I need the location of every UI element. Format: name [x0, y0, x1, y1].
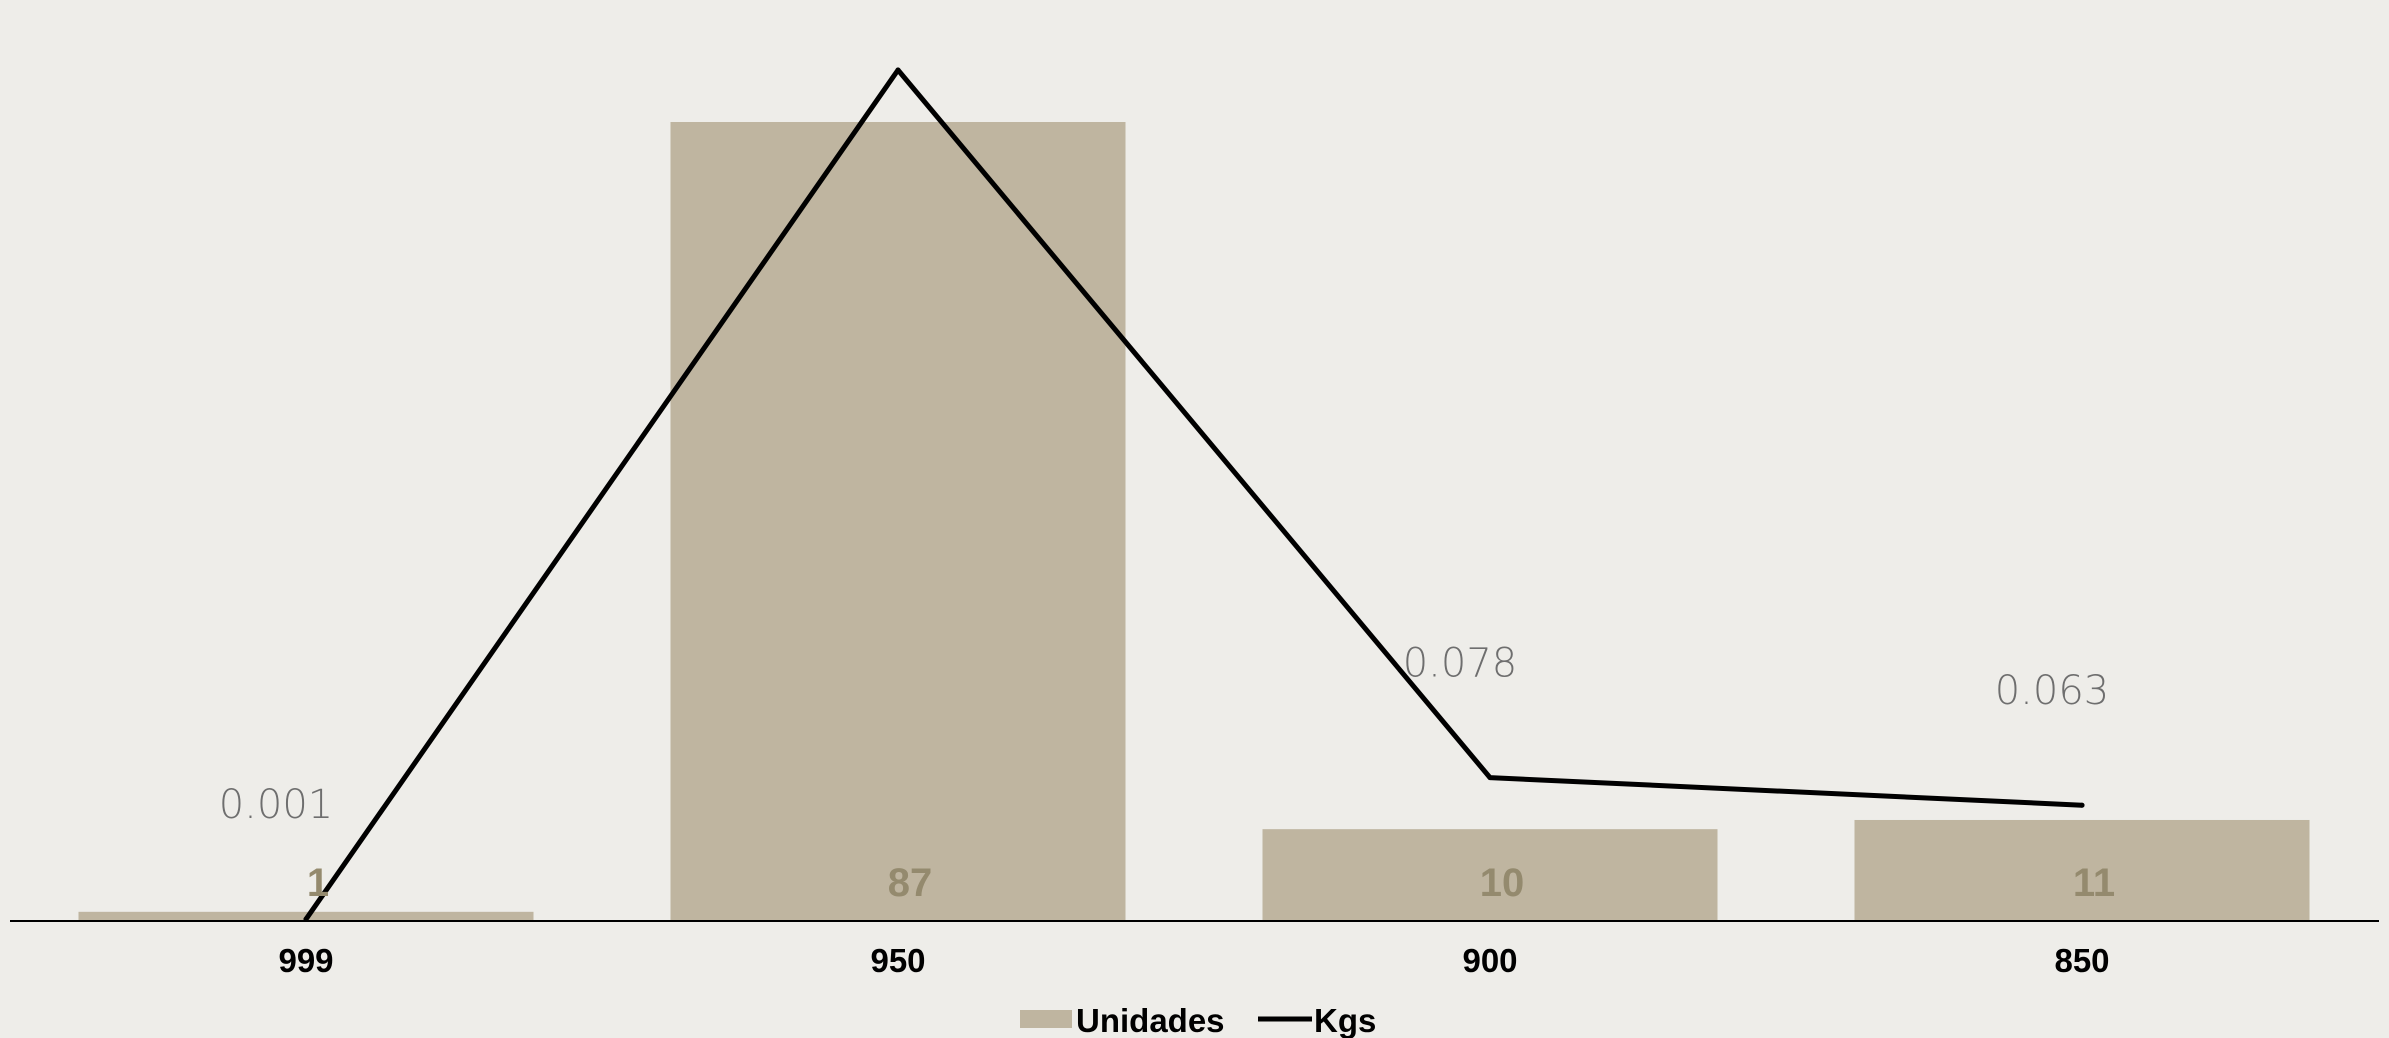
line-point-999	[303, 916, 309, 922]
line-point-950	[895, 67, 901, 73]
line-value-label-999: 0.001	[219, 782, 334, 828]
line-kgs	[303, 67, 2085, 922]
line-value-label-900: 0.078	[1403, 641, 1518, 687]
line-point-850	[2079, 802, 2085, 808]
x-tick-label-850: 850	[2054, 942, 2109, 979]
legend-label-kgs: Kgs	[1314, 1002, 1376, 1038]
line-value-label-850: 0.063	[1995, 668, 2110, 714]
line-point-900	[1487, 775, 1493, 781]
bar-value-label-850: 11	[2073, 861, 2115, 905]
legend: Unidades Kgs	[1020, 1002, 1376, 1038]
bar-value-label-999: 1	[307, 861, 329, 905]
legend-swatch-unidades	[1020, 1010, 1072, 1028]
bar-value-label-950: 87	[888, 861, 933, 905]
x-tick-label-950: 950	[870, 942, 925, 979]
bar-850	[1854, 819, 2310, 921]
bar-900	[1262, 829, 1718, 921]
x-tick-label-999: 999	[278, 942, 333, 979]
legend-label-unidades: Unidades	[1076, 1002, 1225, 1038]
bar-value-label-900: 10	[1480, 861, 1525, 905]
bar-950	[670, 122, 1126, 921]
x-tick-label-900: 900	[1462, 942, 1517, 979]
line-layer	[303, 67, 2085, 922]
